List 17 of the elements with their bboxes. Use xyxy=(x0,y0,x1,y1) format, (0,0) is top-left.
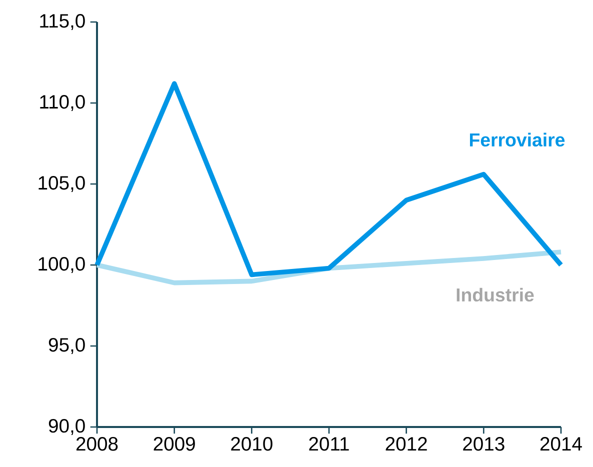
x-tick-label: 2013 xyxy=(463,437,504,451)
x-tick-label: 2014 xyxy=(540,437,582,451)
series-label: Ferroviaire xyxy=(470,132,565,147)
line-series xyxy=(94,250,564,286)
line-series xyxy=(94,81,564,278)
x-tick-label: 2010 xyxy=(231,437,272,451)
y-tick-label: 115,0 xyxy=(40,14,85,30)
y-tick-label: 105,0 xyxy=(38,176,85,192)
y-tick-label: 90,0 xyxy=(48,418,85,435)
x-tick-label: 2009 xyxy=(154,437,195,451)
y-tick-label: 95,0 xyxy=(48,338,85,354)
x-tick-label: 2008 xyxy=(76,437,118,451)
y-tick-label: 110,0 xyxy=(40,94,85,111)
y-tick-label: 100,0 xyxy=(38,256,85,273)
series-label: Industrie xyxy=(456,288,534,302)
x-tick-label: 2011 xyxy=(309,437,349,451)
x-tick-label: 2012 xyxy=(386,437,427,451)
